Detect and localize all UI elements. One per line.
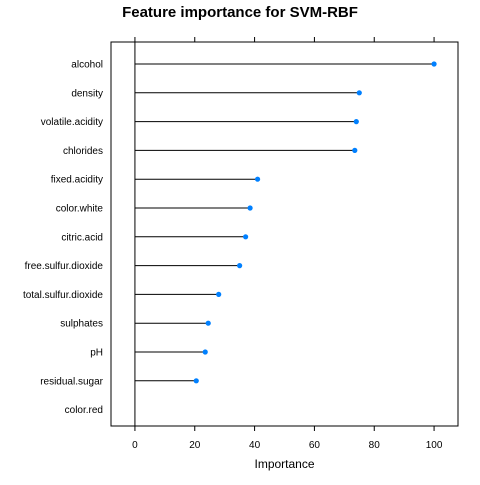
bottom-ticks: 0 20 40 60 80 100 — [132, 426, 443, 451]
x-tick-label: 80 — [369, 440, 381, 451]
data-point — [205, 320, 211, 326]
y-tick-label: free.sulfur.dioxide — [25, 261, 104, 272]
y-tick-label: citric.acid — [61, 232, 103, 243]
x-tick-label: 60 — [309, 440, 321, 451]
x-axis-title: Importance — [254, 457, 314, 471]
x-tick-label: 0 — [132, 440, 138, 451]
data-point — [202, 349, 208, 355]
data-point — [237, 263, 243, 269]
data-point — [243, 234, 249, 240]
data-point — [352, 147, 358, 153]
data-point — [431, 61, 437, 67]
data-point — [254, 176, 261, 182]
y-tick-label: chlorides — [63, 146, 103, 157]
data-point — [247, 205, 253, 211]
plot-frame — [110, 41, 459, 427]
y-tick-label: fixed.acidity — [51, 175, 103, 186]
data-marks — [134, 42, 437, 426]
data-point — [356, 90, 362, 96]
y-tick-label: density — [71, 88, 103, 99]
data-point — [193, 378, 199, 384]
y-axis-labels: alcohol density volatile.acidity chlorides f… — [23, 60, 104, 417]
y-tick-label: residual.sugar — [40, 376, 103, 387]
chart-title: Feature importance for SVM-RBF — [122, 4, 358, 21]
top-ticks — [134, 37, 435, 42]
y-tick-label: pH — [90, 348, 103, 359]
y-tick-label: sulphates — [60, 319, 103, 330]
data-point — [216, 291, 222, 297]
y-tick-label: total.sulfur.dioxide — [23, 290, 103, 301]
y-tick-label: volatile.acidity — [41, 117, 103, 128]
y-tick-label: alcohol — [71, 60, 103, 71]
x-tick-label: 20 — [189, 440, 201, 451]
y-tick-label: color.white — [56, 204, 104, 215]
data-point — [353, 119, 359, 125]
y-tick-label: color.red — [65, 405, 103, 416]
x-tick-label: 100 — [426, 440, 443, 451]
x-tick-label: 40 — [249, 440, 261, 451]
